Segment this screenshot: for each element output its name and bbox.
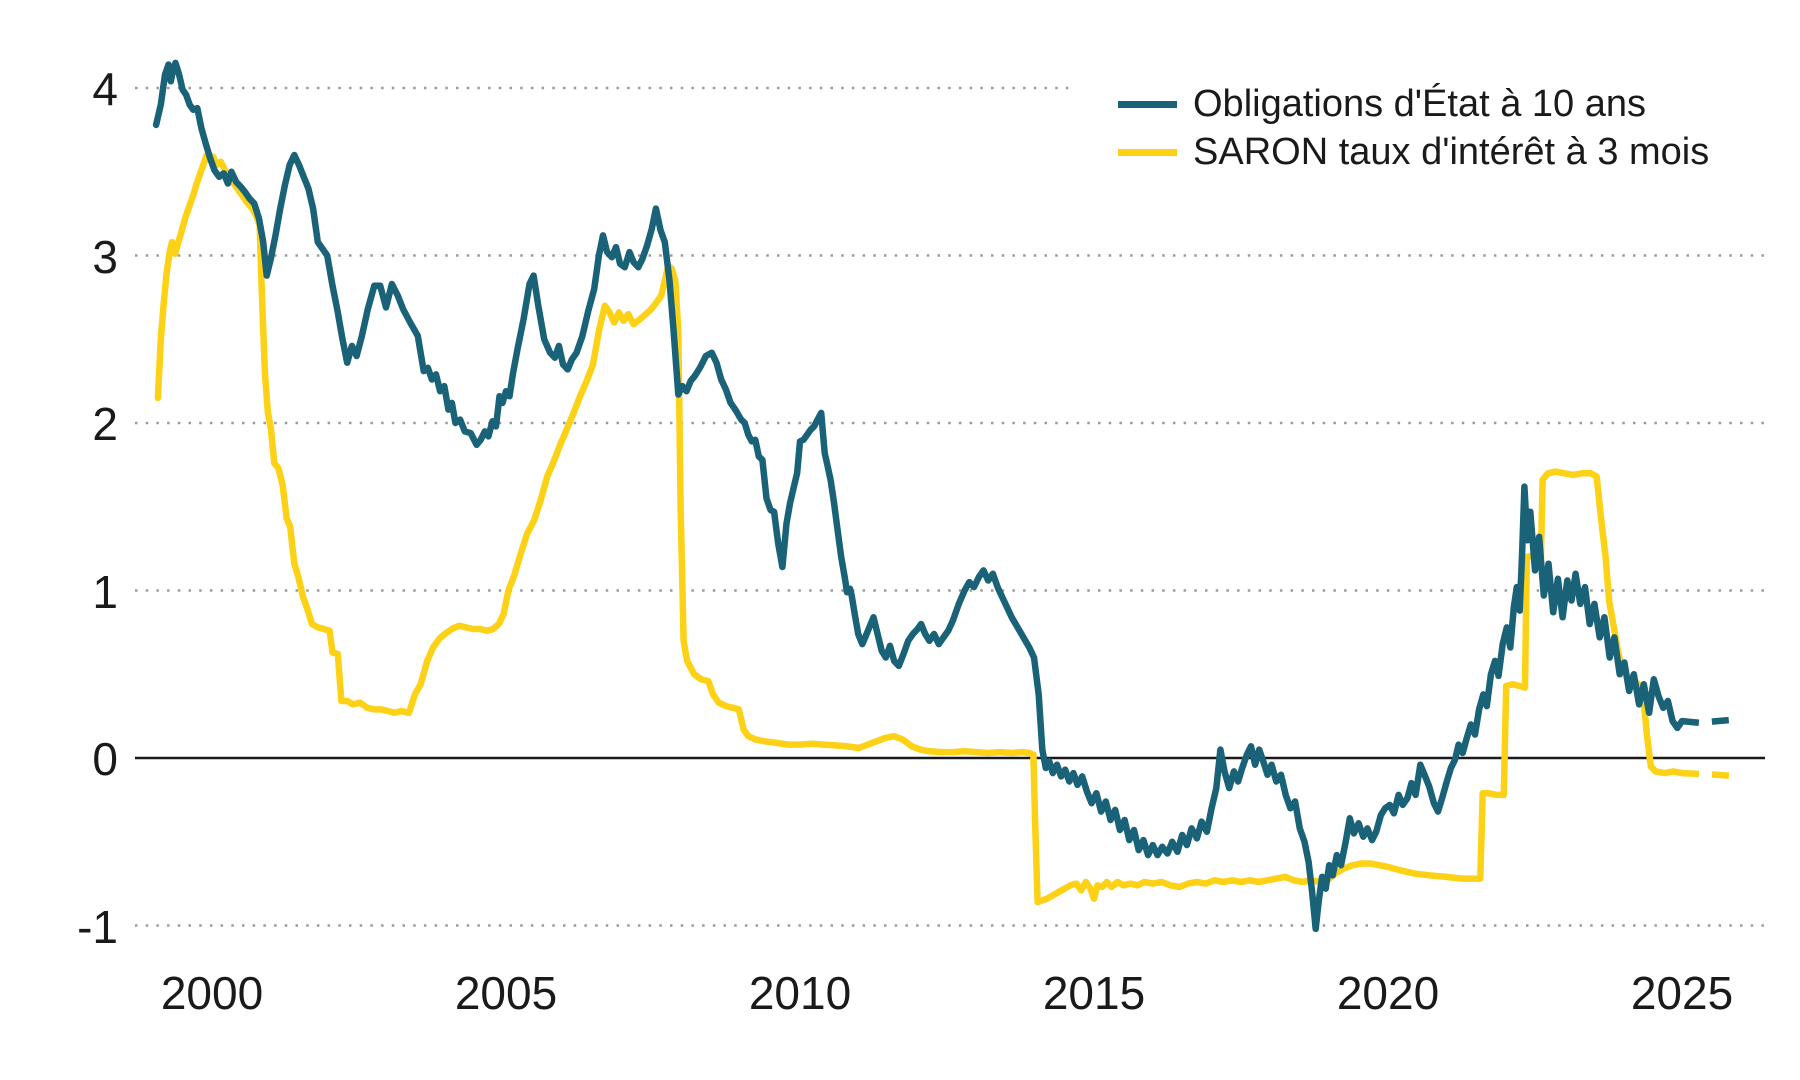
y-tick-label-0: 0 [92,733,118,785]
y-tick-label-1: 1 [92,565,118,618]
legend: Obligations d'État à 10 ans SARON taux d… [1118,80,1709,176]
legend-item-saron: SARON taux d'intérêt à 3 mois [1118,128,1709,176]
y-tick-label--1: -1 [77,900,118,953]
forecast-saron-dashed-line [1681,769,1737,780]
forecast-bonds-dashed-line [1681,716,1737,727]
y-tick-label-2: 2 [92,398,118,450]
saron-line-swatch-icon [1118,148,1177,156]
x-tick-label-2005: 2005 [454,967,558,1019]
x-tick-label-2025: 2025 [1630,967,1734,1019]
series-saron-line [154,151,1686,906]
legend-label-saron: SARON taux d'intérêt à 3 mois [1193,130,1710,173]
x-tick-label-2000: 2000 [160,967,264,1019]
y-tick-label-3: 3 [92,230,118,283]
legend-label-bonds: Obligations d'État à 10 ans [1193,82,1646,125]
y-tick-label-4: 4 [92,63,118,115]
series-bonds-line [152,59,1686,933]
x-tick-label-2015: 2015 [1042,967,1146,1019]
bonds-line-swatch-icon [1118,100,1177,108]
x-tick-label-2010: 2010 [748,967,852,1019]
legend-item-bonds: Obligations d'État à 10 ans [1118,80,1709,128]
x-tick-label-2020: 2020 [1336,967,1440,1019]
